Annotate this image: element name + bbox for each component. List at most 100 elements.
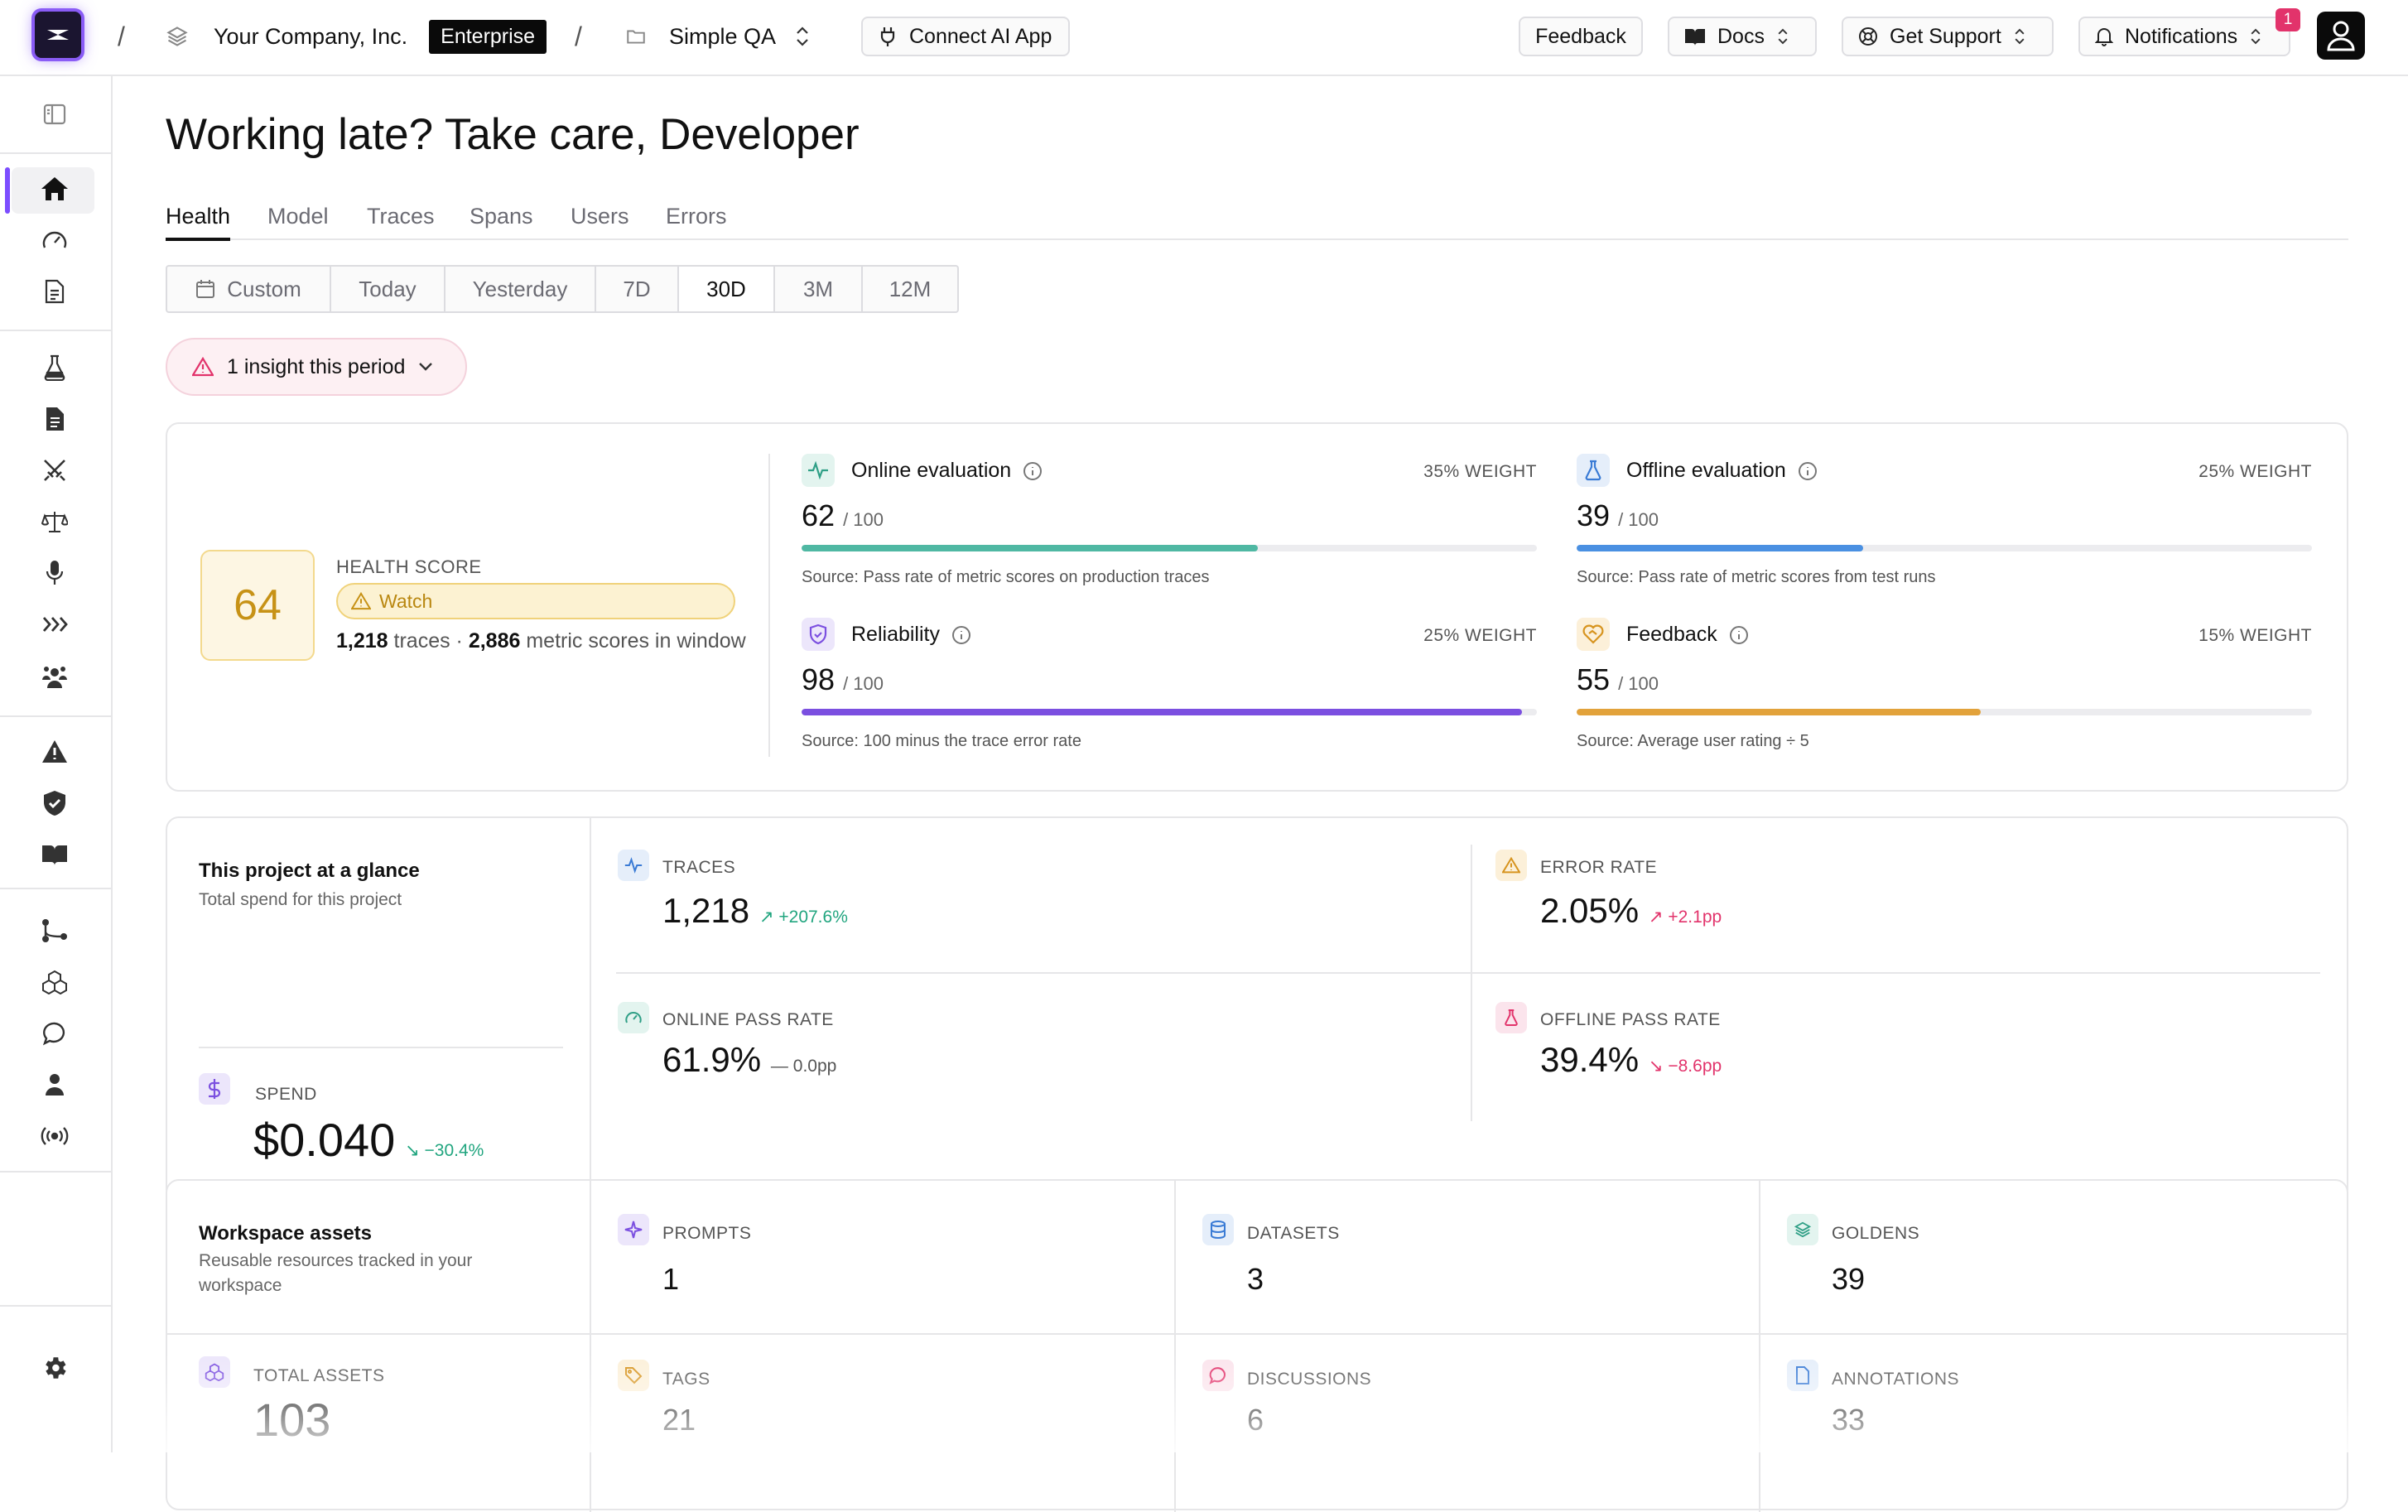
datasets-count: 3 (1247, 1262, 1264, 1296)
progress-fill (1577, 545, 1864, 551)
range-custom[interactable]: Custom (167, 267, 331, 311)
glance-title: This project at a glance (199, 860, 420, 882)
org-switcher[interactable]: Your Company, Inc. Enterprise (166, 0, 547, 73)
git-branch-icon (42, 919, 67, 942)
range-7d[interactable]: 7D (596, 267, 679, 311)
tags-count: 21 (662, 1403, 696, 1437)
health-score-value: 64 (200, 550, 315, 661)
sidebar-item-dashboard[interactable] (36, 222, 73, 258)
layers-icon (1787, 1214, 1818, 1245)
chevron-updown-icon (2251, 28, 2261, 45)
sidebar-item-discussions[interactable] (36, 1015, 73, 1052)
sidebar-item-home[interactable] (36, 171, 73, 207)
project-switcher[interactable]: Simple QA (624, 0, 811, 73)
sidebar-item-alerts[interactable] (36, 734, 73, 770)
breadcrumb-separator: / (118, 21, 125, 51)
progress-bar (802, 545, 1537, 551)
boxes-icon (42, 970, 67, 994)
sidebar-item-arena[interactable] (36, 452, 73, 489)
tab-model[interactable]: Model (267, 204, 329, 229)
top-bar: / Your Company, Inc. Enterprise / Simple… (0, 0, 2408, 76)
chevron-updown-icon (1778, 28, 1788, 45)
sidebar-item-voice[interactable] (36, 555, 73, 591)
traces-value: 1,218 ↗ +207.6% (662, 891, 848, 930)
gear-icon (46, 1357, 66, 1379)
warning-triangle-icon (192, 357, 214, 377)
offline-pass-rate-value: 39.4% ↘ −8.6pp (1540, 1040, 1722, 1079)
range-today[interactable]: Today (331, 267, 445, 311)
prompts-count: 1 (662, 1262, 680, 1296)
boxes-icon (199, 1356, 230, 1388)
lifebuoy-icon (1859, 27, 1877, 46)
tab-spans[interactable]: Spans (470, 204, 533, 229)
range-3m[interactable]: 3M (775, 267, 863, 311)
range-12m[interactable]: 12M (889, 276, 932, 301)
sidebar-item-settings[interactable] (36, 1350, 73, 1386)
sidebar-item-team[interactable] (36, 659, 73, 696)
app-logo[interactable] (35, 12, 81, 58)
error-rate-value: 2.05% ↗ +2.1pp (1540, 891, 1722, 930)
book-open-icon (42, 845, 67, 865)
breadcrumb-separator: / (575, 21, 582, 51)
shield-check-icon (44, 791, 65, 816)
metric-feedback: Feedback 15% WEIGHT 55 / 100 Source: Ave… (1577, 618, 2312, 767)
plan-badge: Enterprise (429, 19, 547, 54)
plug-icon (880, 27, 895, 46)
info-icon[interactable] (1798, 461, 1818, 481)
info-icon[interactable] (1023, 461, 1043, 481)
range-30d[interactable]: 30D (679, 267, 775, 311)
feedback-button[interactable]: Feedback (1519, 17, 1643, 56)
person-icon (46, 1074, 64, 1095)
sidebar-item-users[interactable] (36, 1067, 73, 1103)
document-icon (45, 279, 65, 304)
sidebar-item-guardrails[interactable] (36, 785, 73, 821)
activity-icon (802, 454, 835, 487)
project-glance-card: This project at a glance Total spend for… (166, 816, 2348, 1202)
health-score-card: 64 HEALTH SCORE Watch 1,218 traces · 2,8… (166, 422, 2348, 792)
sidebar-item-live[interactable] (36, 1118, 73, 1154)
file-text-icon (46, 407, 64, 431)
sidebar-item-assets[interactable] (36, 964, 73, 1000)
connect-ai-app-button[interactable]: Connect AI App (861, 17, 1070, 56)
chat-bubble-icon (42, 1022, 65, 1046)
total-assets-count: 103 (253, 1394, 331, 1446)
spend-value: $0.040 ↘ −30.4% (253, 1114, 484, 1166)
info-icon[interactable] (951, 625, 971, 645)
sidebar-item-workflows[interactable] (36, 912, 73, 949)
tab-traces[interactable]: Traces (367, 204, 435, 229)
assets-title: Workspace assets (199, 1222, 373, 1245)
user-avatar-button[interactable] (2317, 12, 2365, 60)
get-support-button[interactable]: Get Support (1842, 17, 2054, 56)
tab-health[interactable]: Health (166, 204, 231, 241)
sidebar (0, 76, 113, 1452)
tab-bar: Health Model Traces Spans Users Errors (166, 204, 2348, 241)
goldens-count: 39 (1832, 1262, 1866, 1296)
status-badge: Watch (336, 583, 735, 619)
info-icon[interactable] (1729, 625, 1749, 645)
book-icon (1685, 29, 1705, 46)
progress-bar (802, 709, 1537, 715)
database-icon (1202, 1214, 1234, 1245)
notifications-button[interactable]: Notifications (2078, 17, 2290, 56)
warning-triangle-icon (351, 592, 371, 610)
sidebar-item-judges[interactable] (36, 503, 73, 540)
sidebar-item-knowledge[interactable] (36, 836, 73, 873)
docs-button[interactable]: Docs (1668, 17, 1817, 56)
sidebar-toggle-icon[interactable] (36, 96, 73, 132)
sidebar-item-documents[interactable] (36, 401, 73, 437)
tag-icon (618, 1360, 649, 1391)
health-score-summary: 1,218 traces · 2,886 metric scores in wi… (336, 629, 746, 652)
microphone-icon (46, 561, 64, 585)
scale-icon (41, 512, 68, 532)
calendar-icon (196, 280, 215, 298)
project-name: Simple QA (669, 23, 777, 49)
sidebar-item-pipelines[interactable] (36, 606, 73, 643)
tab-errors[interactable]: Errors (666, 204, 727, 229)
sidebar-item-reports[interactable] (36, 273, 73, 310)
range-yesterday[interactable]: Yesterday (445, 267, 596, 311)
gauge-icon (42, 231, 67, 248)
insight-pill[interactable]: 1 insight this period (166, 338, 467, 396)
sidebar-item-experiments[interactable] (36, 349, 73, 386)
file-icon (1787, 1360, 1818, 1391)
tab-users[interactable]: Users (571, 204, 629, 229)
